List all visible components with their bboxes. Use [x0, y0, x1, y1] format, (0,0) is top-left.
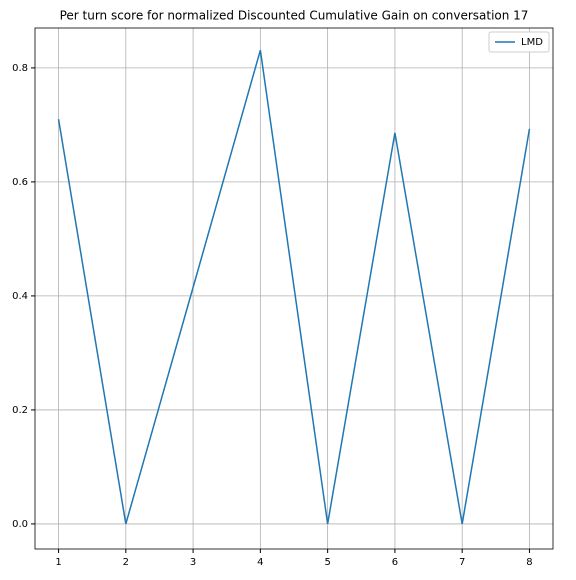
x-tick-label: 8: [526, 557, 532, 568]
x-tick-label: 1: [55, 557, 61, 568]
chart-title: Per turn score for normalized Discounted…: [60, 9, 529, 23]
x-tick-label: 6: [392, 557, 398, 568]
x-tick-label: 5: [324, 557, 330, 568]
y-tick-label: 0.4: [12, 291, 28, 302]
y-tick-label: 0.6: [12, 177, 28, 188]
y-tick-label: 0.0: [12, 519, 28, 530]
line: [57, 50, 531, 525]
x-tick-label: 3: [190, 557, 196, 568]
plot-frame: [34, 27, 554, 550]
legend-label: LMD: [521, 37, 543, 48]
x-tick-label: 4: [257, 557, 263, 568]
x-tick-label: 2: [123, 557, 129, 568]
y-tick-label: 0.8: [12, 63, 28, 74]
y-tick-label: 0.2: [12, 405, 28, 416]
x-tick-label: 7: [459, 557, 465, 568]
legend-box: [488, 31, 550, 53]
